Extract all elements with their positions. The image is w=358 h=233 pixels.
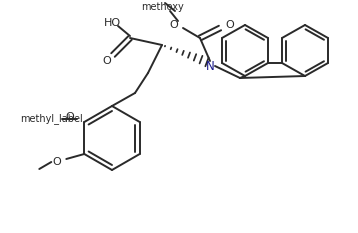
Text: N: N (205, 59, 214, 72)
Text: HO: HO (103, 18, 121, 28)
Text: O: O (103, 56, 111, 66)
Text: O: O (225, 20, 234, 30)
Text: O: O (169, 20, 178, 30)
Text: O: O (52, 157, 61, 167)
Text: methyl_label: methyl_label (20, 113, 83, 124)
Text: O: O (66, 112, 74, 122)
Text: methoxy: methoxy (141, 2, 183, 12)
